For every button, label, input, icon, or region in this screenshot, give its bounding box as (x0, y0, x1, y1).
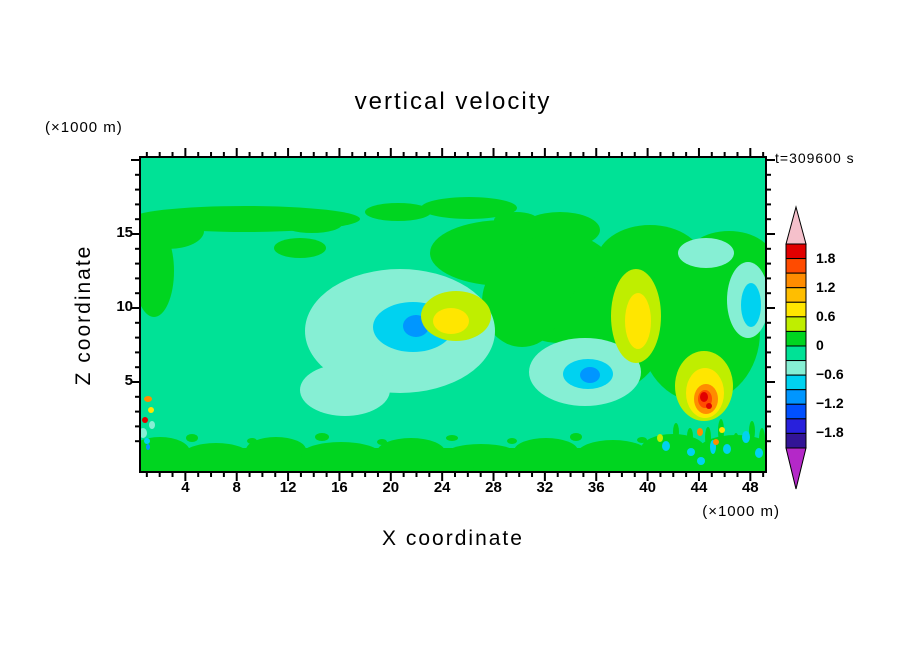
colorbar-segment (785, 258, 807, 274)
axis-ticks (131, 148, 775, 481)
colorbar-segment (785, 272, 807, 289)
colorbar-segment (785, 374, 807, 391)
colorbar-segment (785, 330, 807, 347)
colorbar-segment (785, 316, 807, 332)
chart-title: vertical velocity (354, 88, 552, 115)
x-tick-label: 32 (536, 479, 554, 496)
colorbar-segment (785, 301, 807, 318)
colorbar-label: −0.6 (816, 366, 844, 383)
contour-field (140, 157, 766, 472)
x-tick-label: 16 (331, 479, 348, 496)
colorbar-label: −1.8 (816, 424, 844, 441)
colorbar-label: 0.6 (816, 307, 836, 324)
colorbar-segment (785, 287, 807, 303)
colorbar-segment (785, 403, 807, 420)
colorbar-label: 1.8 (816, 249, 836, 266)
x-tick-label: 4 (181, 479, 190, 496)
colorbar-segment (785, 360, 807, 376)
time-label: t=309600 s (775, 150, 855, 166)
colorbar-segment (785, 345, 807, 362)
plot-frame (139, 156, 767, 473)
x-tick-label: 20 (382, 479, 400, 496)
colorbar (785, 205, 807, 490)
x-tick-label: 8 (232, 479, 241, 496)
colorbar-segment (785, 389, 807, 405)
x-unit-label: (×1000 m) (702, 503, 780, 520)
colorbar-segment (785, 243, 807, 260)
x-tick-label: 36 (587, 479, 605, 496)
x-tick-label: 48 (741, 479, 759, 496)
colorbar-segment (785, 418, 807, 434)
colorbar-label: 0 (816, 337, 824, 353)
x-tick-label: 40 (639, 479, 656, 496)
colorbar-label: 1.2 (816, 278, 836, 295)
colorbar-segment (785, 432, 807, 449)
colorbar-under-arrow (785, 447, 807, 490)
y-tick-label: 15 (116, 224, 133, 241)
x-tick-label: 28 (485, 479, 502, 496)
colorbar-over-arrow (785, 205, 807, 245)
y-tick-label: 5 (124, 372, 133, 389)
y-unit-label: (×1000 m) (45, 119, 123, 136)
colorbar-label: −1.2 (816, 395, 844, 412)
x-tick-label: 12 (279, 479, 297, 496)
x-tick-label: 44 (690, 479, 708, 496)
x-axis-label: X coordinate (382, 527, 524, 550)
y-tick-label: 10 (116, 298, 133, 315)
y-axis-label: Z coordinate (72, 244, 95, 386)
x-tick-label: 24 (433, 479, 451, 496)
